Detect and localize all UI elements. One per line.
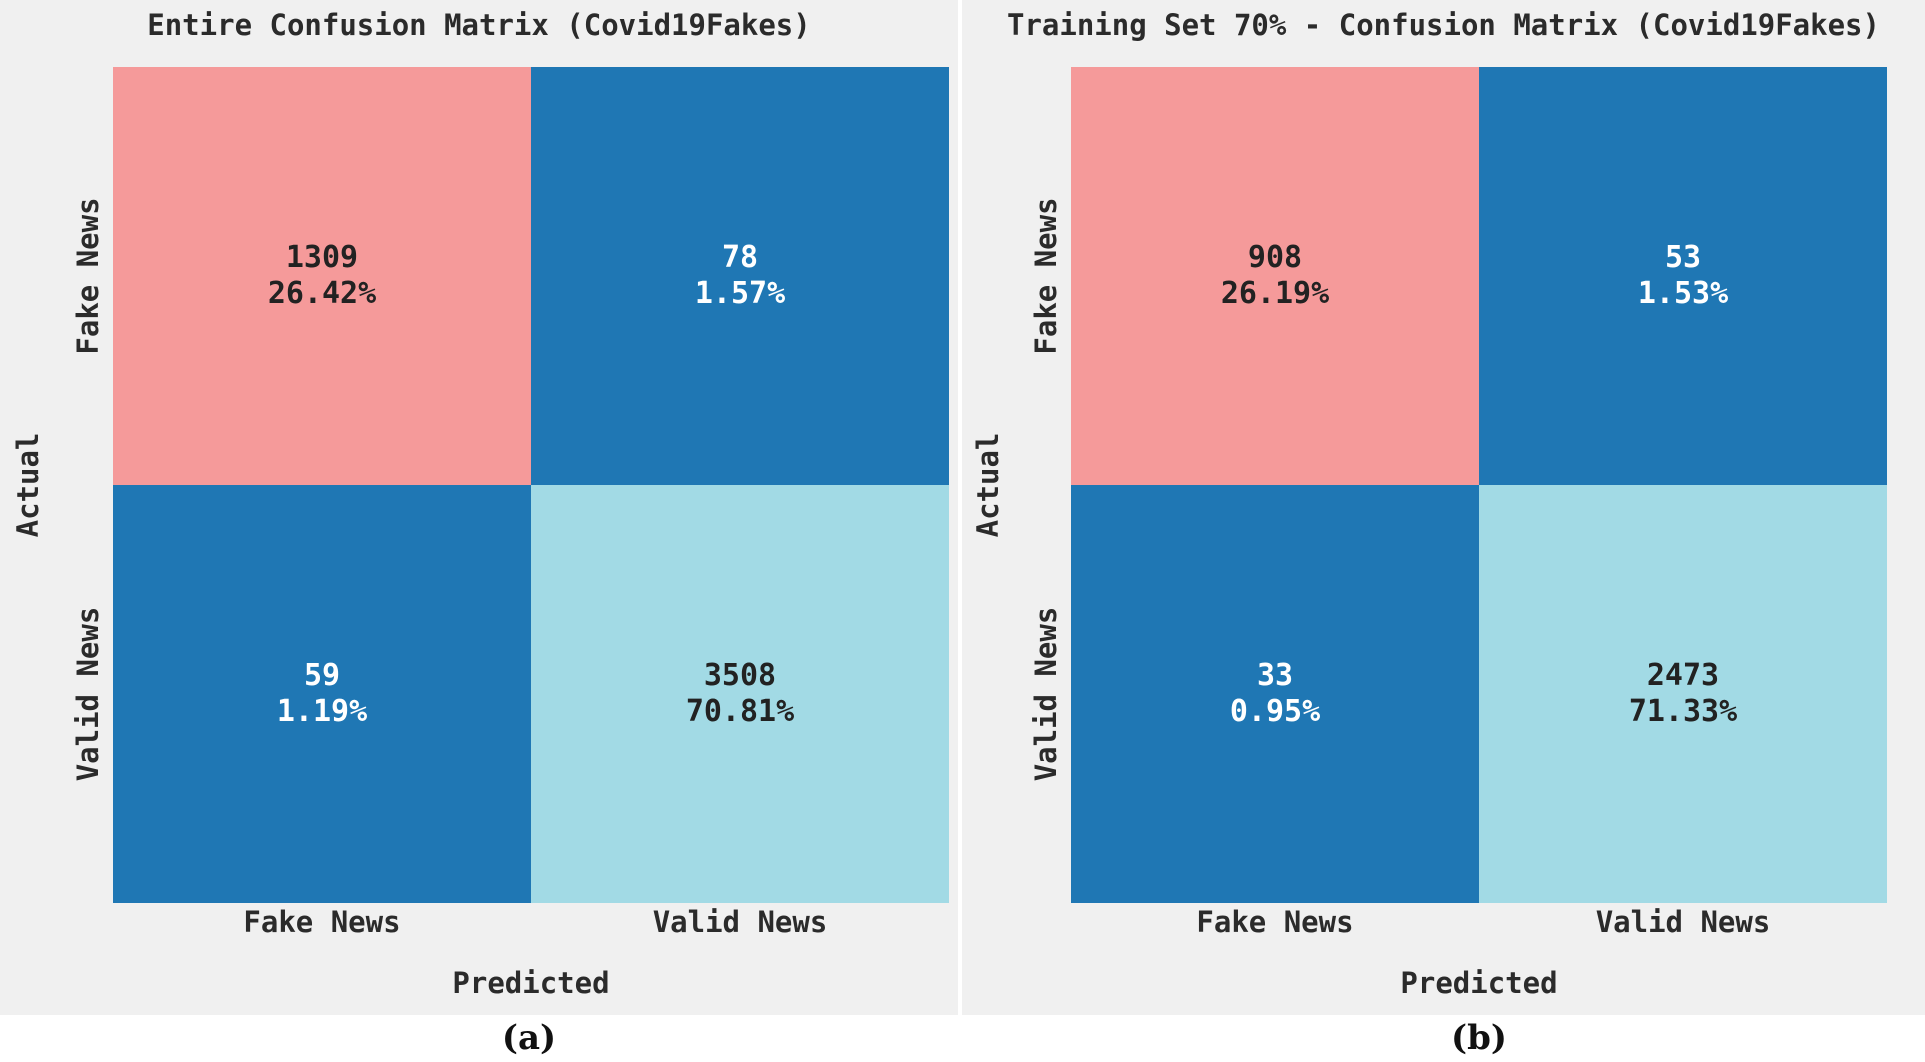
chart-title: Training Set 70% - Confusion Matrix (Cov…: [1007, 8, 1880, 42]
heatmap-cell-r1-c0: 59 1.19%: [113, 485, 531, 903]
cell-count-label: 78: [721, 240, 759, 275]
y-tick-label: Fake News: [71, 197, 105, 355]
cell-percent-label: 26.19%: [1220, 276, 1330, 311]
cell-count-label: 53: [1664, 240, 1702, 275]
cell-percent-label: 70.81%: [685, 694, 795, 729]
cell-percent-label: 0.95%: [1229, 694, 1321, 729]
cell-count-label: 2473: [1646, 658, 1720, 693]
chart-title: Entire Confusion Matrix (Covid19Fakes): [147, 8, 811, 42]
x-axis-label: Predicted: [452, 966, 610, 1000]
y-tick-label: Valid News: [1029, 606, 1063, 782]
x-tick-label: Valid News: [1595, 905, 1771, 939]
heatmap-cell-r1-c0: 33 0.95%: [1071, 485, 1479, 903]
cell-count-label: 908: [1247, 240, 1303, 275]
cell-percent-label: 1.19%: [276, 694, 368, 729]
cell-count-label: 3508: [703, 658, 777, 693]
cell-percent-label: 1.57%: [694, 276, 786, 311]
x-axis-label: Predicted: [1400, 966, 1558, 1000]
y-tick-label: Valid News: [71, 606, 105, 782]
cell-percent-label: 1.53%: [1637, 276, 1729, 311]
subfigure-caption: (b): [1451, 1018, 1507, 1058]
x-tick-label: Fake News: [243, 905, 401, 939]
heatmap-cell-r0-c0: 1309 26.42%: [113, 67, 531, 485]
cell-count-label: 59: [303, 658, 341, 693]
heatmap-cell-r1-c1: 2473 71.33%: [1479, 485, 1887, 903]
heatmap-cell-r0-c1: 53 1.53%: [1479, 67, 1887, 485]
x-tick-label: Fake News: [1196, 905, 1354, 939]
subfigure-caption: (a): [501, 1018, 557, 1058]
x-tick-label: Valid News: [652, 905, 828, 939]
heatmap-cell-r0-c1: 78 1.57%: [531, 67, 949, 485]
cell-percent-label: 71.33%: [1628, 694, 1738, 729]
y-tick-label: Fake News: [1029, 197, 1063, 355]
heatmap-cell-r0-c0: 908 26.19%: [1071, 67, 1479, 485]
cell-count-label: 33: [1256, 658, 1294, 693]
heatmap-cell-r1-c1: 3508 70.81%: [531, 485, 949, 903]
y-axis-label: Actual: [971, 432, 1005, 538]
y-axis-label: Actual: [11, 432, 45, 538]
cell-count-label: 1309: [285, 240, 359, 275]
cell-percent-label: 26.42%: [267, 276, 377, 311]
